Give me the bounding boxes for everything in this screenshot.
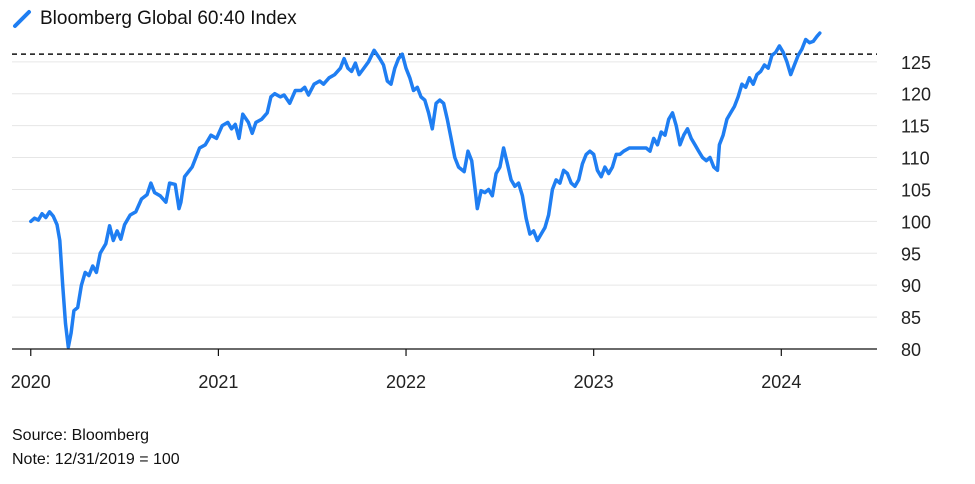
x-tick-label-2023: 2023: [574, 372, 614, 392]
x-tick-label-2021: 2021: [198, 372, 238, 392]
source-note: Source: Bloomberg: [12, 427, 149, 444]
y-tick-label-105: 105: [901, 180, 931, 200]
legend-label: Bloomberg Global 60:40 Index: [40, 8, 297, 29]
x-tick-label-2024: 2024: [761, 372, 801, 392]
series-line-0: [29, 31, 822, 349]
index-base-note: Note: 12/31/2019 = 100: [12, 451, 180, 468]
y-tick-label-85: 85: [901, 308, 921, 328]
x-tick-label-2020: 2020: [11, 372, 51, 392]
y-axis: 80 85 90 95 100 105 110 115 120 125: [901, 53, 931, 360]
series-group: [29, 31, 822, 349]
y-tick-label-120: 120: [901, 85, 931, 105]
y-tick-label-90: 90: [901, 276, 921, 296]
y-tick-label-80: 80: [901, 340, 921, 360]
legend: Bloomberg Global 60:40 Index: [12, 7, 297, 31]
legend-swatch: [13, 10, 31, 28]
y-tick-label-110: 110: [901, 149, 930, 169]
y-tick-label-95: 95: [901, 244, 921, 264]
x-axis: 2020 2021 2022 2023 2024: [11, 348, 877, 392]
y-tick-label-100: 100: [901, 212, 931, 232]
gridlines: [12, 61, 877, 318]
x-tick-label-2022: 2022: [386, 372, 426, 392]
y-tick-label-125: 125: [901, 53, 931, 73]
y-tick-label-115: 115: [901, 117, 930, 137]
